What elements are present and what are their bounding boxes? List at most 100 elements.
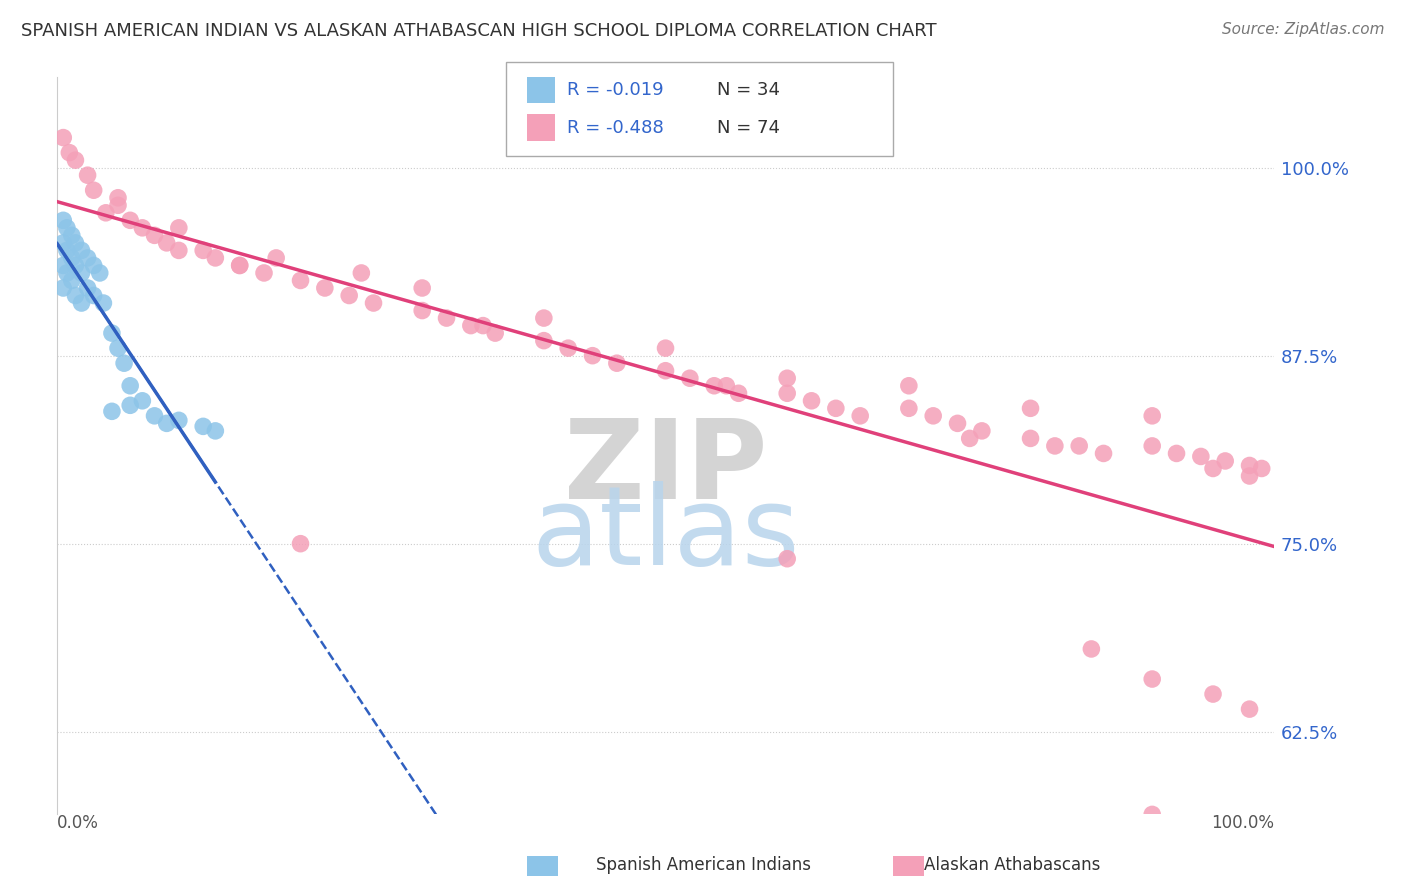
Point <box>83 288 105 302</box>
Point <box>70 296 93 310</box>
Point <box>120 398 142 412</box>
Point <box>60 273 83 287</box>
Point <box>363 296 385 310</box>
Point <box>897 378 920 392</box>
Point <box>228 259 250 273</box>
Text: ZIP: ZIP <box>564 415 768 522</box>
Point <box>897 401 920 416</box>
Point <box>107 341 129 355</box>
Point <box>314 281 336 295</box>
Point <box>411 281 433 295</box>
Point <box>679 371 702 385</box>
Point <box>484 326 506 340</box>
Point <box>52 259 75 273</box>
Point <box>156 235 179 250</box>
Point <box>1043 439 1066 453</box>
Point <box>824 401 846 416</box>
Point <box>1213 454 1236 468</box>
Point <box>93 296 115 310</box>
Point <box>1140 409 1163 423</box>
Point <box>1239 458 1261 473</box>
Point <box>776 551 799 566</box>
Point <box>776 386 799 401</box>
Point <box>1140 439 1163 453</box>
Point <box>654 364 676 378</box>
Point <box>52 235 75 250</box>
Point <box>58 145 80 160</box>
Point <box>654 341 676 355</box>
Point <box>1019 401 1042 416</box>
Point <box>716 378 738 392</box>
Point <box>350 266 373 280</box>
Point <box>167 220 190 235</box>
Point <box>107 191 129 205</box>
Text: N = 34: N = 34 <box>717 81 780 99</box>
Point <box>1140 807 1163 822</box>
Point <box>1250 461 1272 475</box>
Point <box>120 378 142 392</box>
Point <box>411 303 433 318</box>
Point <box>52 130 75 145</box>
Point <box>76 251 98 265</box>
Point <box>76 281 98 295</box>
Point <box>56 220 79 235</box>
Text: SPANISH AMERICAN INDIAN VS ALASKAN ATHABASCAN HIGH SCHOOL DIPLOMA CORRELATION CH: SPANISH AMERICAN INDIAN VS ALASKAN ATHAB… <box>21 22 936 40</box>
Point <box>533 311 555 326</box>
Text: 0.0%: 0.0% <box>58 814 98 832</box>
Point <box>193 244 215 258</box>
Point <box>290 537 312 551</box>
Point <box>167 244 190 258</box>
Point <box>60 251 83 265</box>
Point <box>1202 687 1225 701</box>
Point <box>1239 469 1261 483</box>
Point <box>112 356 135 370</box>
Point <box>922 409 945 423</box>
Point <box>290 273 312 287</box>
Point <box>143 228 166 243</box>
Point <box>228 259 250 273</box>
Point <box>107 198 129 212</box>
Point <box>101 326 124 340</box>
Point <box>94 206 117 220</box>
Point <box>264 251 287 265</box>
Point <box>120 213 142 227</box>
Point <box>70 266 93 280</box>
Point <box>946 417 969 431</box>
Text: Alaskan Athabascans: Alaskan Athabascans <box>924 856 1101 874</box>
Point <box>83 259 105 273</box>
Point <box>1092 446 1115 460</box>
Point <box>727 386 749 401</box>
Point <box>204 251 226 265</box>
Point <box>65 288 87 302</box>
Point <box>606 356 628 370</box>
Point <box>1202 461 1225 475</box>
Point <box>776 371 799 385</box>
Point <box>460 318 482 333</box>
Point <box>56 266 79 280</box>
Point <box>253 266 276 280</box>
Point <box>1189 450 1212 464</box>
Point <box>52 281 75 295</box>
Point <box>800 393 823 408</box>
Point <box>703 378 725 392</box>
Point <box>83 183 105 197</box>
Point <box>131 393 153 408</box>
Point <box>131 220 153 235</box>
Point <box>65 259 87 273</box>
Point <box>65 235 87 250</box>
Point <box>65 153 87 168</box>
Point <box>1080 642 1102 657</box>
Point <box>60 228 83 243</box>
Point <box>472 318 495 333</box>
Point <box>143 409 166 423</box>
Point <box>52 213 75 227</box>
Point <box>89 266 111 280</box>
Point <box>337 288 360 302</box>
Point <box>436 311 458 326</box>
Point <box>581 349 603 363</box>
Text: R = -0.488: R = -0.488 <box>567 119 664 136</box>
Point <box>167 413 190 427</box>
Point <box>1069 439 1091 453</box>
Point <box>70 244 93 258</box>
Text: Spanish American Indians: Spanish American Indians <box>596 856 810 874</box>
